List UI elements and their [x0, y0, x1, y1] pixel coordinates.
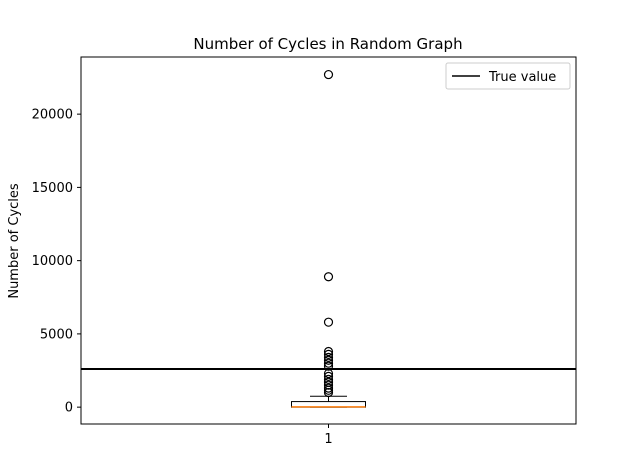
outlier-point	[323, 346, 334, 357]
plot-area: 0 5000 10000 15000 20000 1	[32, 56, 577, 447]
outlier-point	[323, 361, 334, 371]
outlier-point	[323, 368, 334, 379]
y-tick-label: 15000	[32, 181, 73, 196]
outlier-point	[323, 371, 334, 381]
outlier-point	[323, 355, 334, 365]
legend-box	[445, 62, 571, 90]
outlier-point	[323, 69, 334, 80]
outlier-point	[323, 317, 334, 327]
outlier-point	[323, 387, 334, 398]
outlier-point	[323, 352, 334, 362]
outlier-point	[323, 358, 334, 368]
chart-title: Number of Cycles in Random Graph	[193, 35, 462, 53]
outlier-point	[323, 272, 334, 282]
y-tick-label: 5000	[40, 327, 73, 342]
outlier-point	[323, 380, 334, 390]
y-tick-label: 20000	[32, 108, 73, 123]
legend: True value	[445, 62, 571, 90]
x-tick-label: 1	[324, 432, 332, 447]
outlier-point	[323, 349, 334, 360]
legend-true-value-label: True value	[488, 70, 556, 85]
outlier-point	[323, 374, 334, 384]
y-tick-label: 0	[65, 401, 73, 416]
y-tick-label: 10000	[32, 254, 73, 269]
y-axis-label: Number of Cycles	[7, 183, 22, 299]
